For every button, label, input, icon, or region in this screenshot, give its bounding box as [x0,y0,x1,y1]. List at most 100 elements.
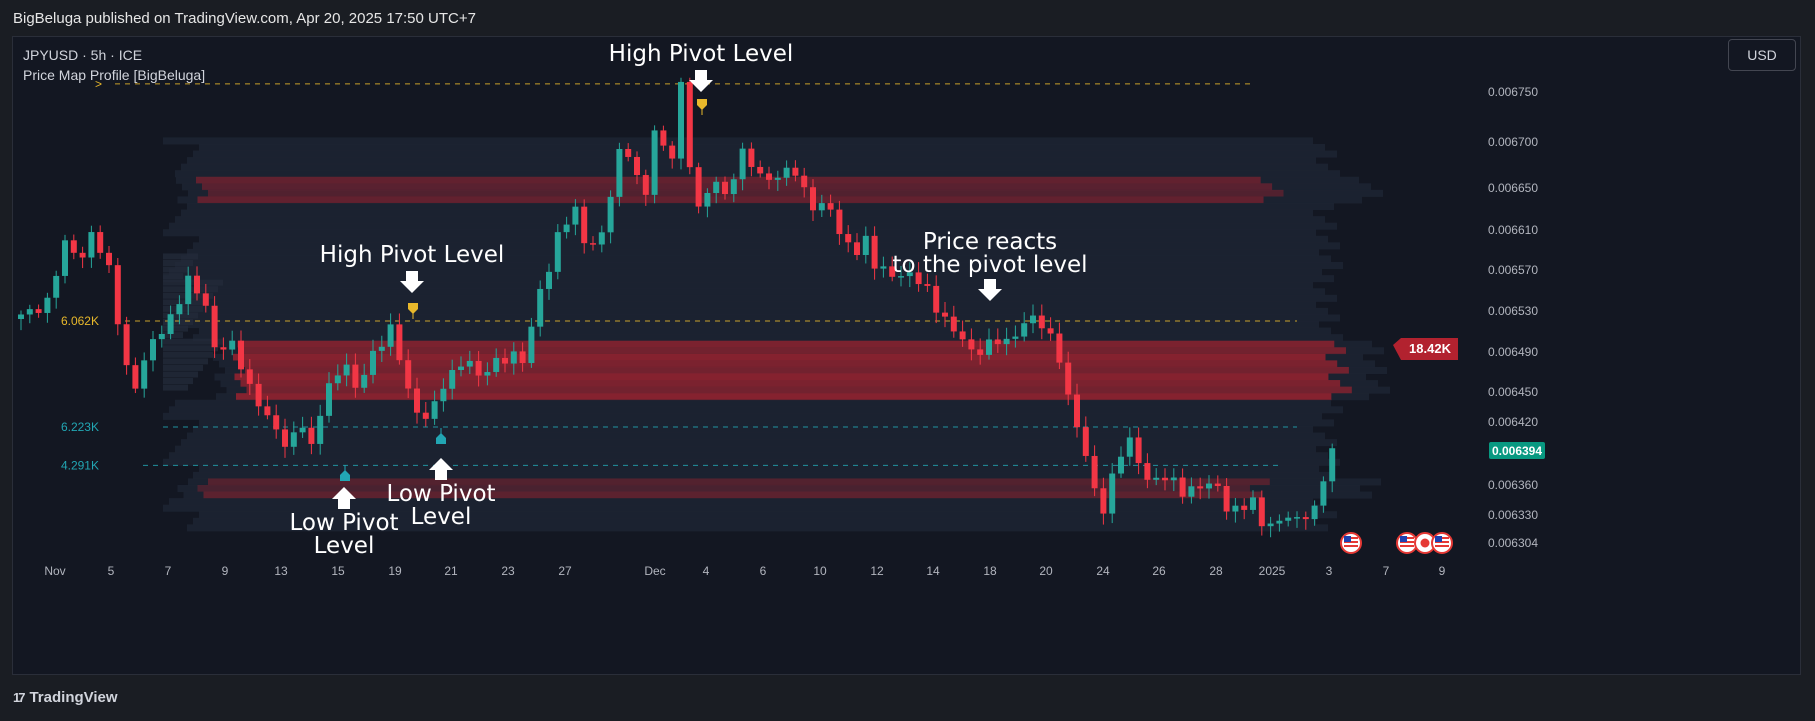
candle [598,232,605,245]
time-tick-label: 9 [222,564,229,578]
candle [431,401,438,419]
candle [114,265,121,325]
candle [713,181,720,194]
candle [185,275,192,305]
candle [290,432,297,447]
candle [1214,483,1221,486]
time-axis[interactable]: Nov 5 7 9 13 15 19 21 23 27 Dec 4 6 10 12 14 18 20 24 26 28 2… [44,564,1445,578]
candle [1302,517,1309,520]
candle [871,235,878,269]
candle [1311,505,1318,520]
candle [458,366,464,371]
candle [1170,477,1177,481]
candle [1100,488,1107,514]
candle [660,130,667,146]
candle [1197,486,1204,489]
current-price-tag [1489,442,1545,459]
candle [343,364,350,376]
high-pivot-annotation-top: High Pivot Level [609,41,794,67]
candle [1250,497,1256,510]
economic-events[interactable] [1340,532,1453,554]
volume-profile [163,137,1390,532]
time-tick-label: 19 [388,564,402,578]
candle [942,312,948,317]
candle [1188,486,1195,497]
candle [1126,437,1133,457]
candle [378,346,385,351]
us-flag-icon[interactable] [1431,532,1453,554]
candle [1294,517,1300,519]
candle [475,360,482,376]
candle [440,388,447,402]
candle [678,81,684,159]
candle [106,252,112,266]
candle [1082,427,1089,456]
candle [405,360,412,389]
candle [968,339,975,350]
us-flag-icon[interactable] [1396,532,1418,554]
candle [317,415,324,444]
candle [669,145,676,159]
candle [1258,497,1265,527]
candle [739,148,746,180]
candle [26,309,33,315]
candle [651,130,658,195]
candle [528,326,535,364]
candle [299,427,306,433]
high-pivot-arrow-mid [400,271,424,293]
us-flag-icon[interactable] [1340,532,1362,554]
time-tick-label: Nov [44,564,65,578]
indicator-title[interactable]: Price Map Profile [BigBeluga] [23,67,206,83]
candle [158,333,165,340]
candle [1329,448,1336,482]
low-pivot-level-upper-label: 6.223K [61,420,99,434]
published-text: BigBeluga published on TradingView.com, … [13,10,476,27]
candle [44,297,51,313]
price-tick-label: 0.006420 [1488,415,1538,429]
low-pivot-marker [340,465,350,481]
candle [1276,520,1283,524]
candle [519,351,526,364]
candle [414,388,420,413]
candle [607,196,614,233]
candle [1241,505,1248,510]
candle [273,415,280,430]
candle [818,203,825,211]
candle [977,349,984,355]
time-tick-label: 9 [1439,564,1446,578]
chart-panel[interactable]: >6.062K 6.223K 4.291K High Pivot Level High… [12,36,1801,675]
candle [167,314,174,334]
candle [1012,336,1019,339]
price-tick-label: 0.006570 [1488,263,1538,277]
time-tick-label: 2025 [1259,564,1286,578]
symbol-legend[interactable]: JPYUSD · 5h · ICE Price Map Profile [Big… [23,45,205,85]
candle [704,193,711,207]
time-tick-label: 28 [1209,564,1223,578]
tradingview-logo[interactable]: 17 TradingView [13,689,118,706]
candle [1030,315,1036,324]
symbol-title[interactable]: JPYUSD · 5h · ICE [23,47,143,63]
candle [986,339,992,355]
time-tick-label: 7 [165,564,172,578]
candle [466,360,473,367]
candle [766,173,772,180]
price-axis[interactable]: 0.006750 0.006700 0.006650 0.006610 0.006570… [1393,85,1545,550]
candle [387,324,394,347]
candle [1118,456,1124,474]
currency-button[interactable]: USD [1728,39,1796,71]
candle [79,252,86,258]
time-tick-label: 5 [108,564,115,578]
time-tick-label: 13 [274,564,288,578]
candle [282,429,288,447]
candle [889,266,896,277]
annotations: High Pivot Level High Pivot Level Price re… [289,41,1087,559]
candle [827,203,834,210]
candle [1206,483,1212,489]
candle [792,167,799,176]
candle [1223,485,1230,512]
candle [88,232,95,258]
candle [1162,477,1168,481]
candle [546,271,552,289]
candle [634,156,640,176]
